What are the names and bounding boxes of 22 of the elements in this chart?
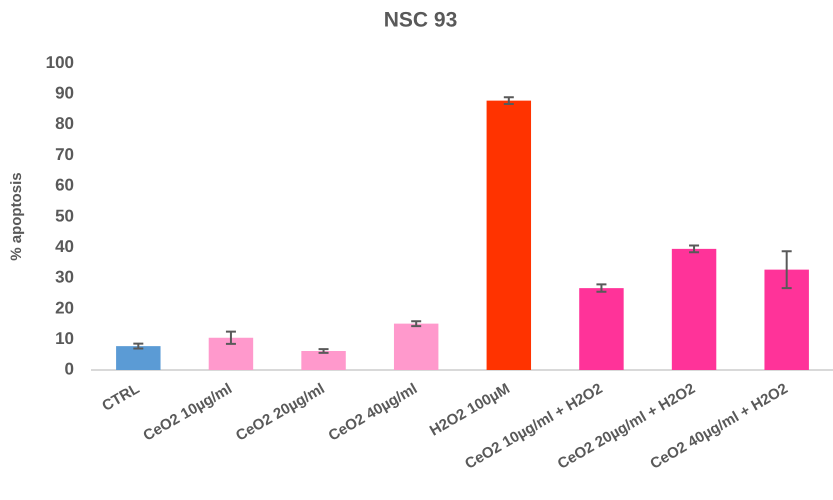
- bar: [764, 270, 809, 370]
- bar: [672, 248, 716, 370]
- chart-title: NSC 93: [384, 8, 458, 32]
- y-axis-title: % apoptosis: [8, 172, 26, 261]
- bar: [486, 100, 532, 370]
- bar: [579, 288, 624, 370]
- y-tick-label: 10: [55, 329, 74, 348]
- bar: [301, 350, 346, 370]
- bar: [116, 346, 161, 370]
- bar: [394, 324, 438, 370]
- x-tick-label: CTRL: [99, 380, 142, 415]
- y-tick-label: 80: [55, 114, 74, 134]
- y-tick-label: 70: [55, 144, 74, 164]
- y-tick-label: 60: [55, 176, 74, 195]
- y-tick-label: 90: [55, 84, 74, 103]
- y-tick-label: 0: [64, 360, 74, 379]
- y-tick-label: 100: [46, 52, 74, 72]
- y-tick-label: 50: [55, 206, 74, 226]
- y-tick-label: 40: [55, 236, 74, 256]
- y-tick-label: 20: [55, 298, 74, 318]
- bar: [208, 338, 254, 370]
- y-tick-label: 30: [55, 268, 74, 287]
